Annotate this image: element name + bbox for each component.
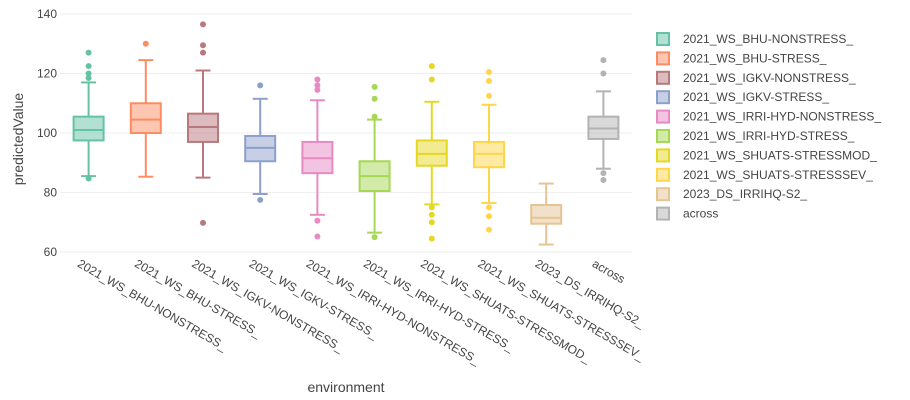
outlier-point [600,170,607,177]
outlier-point [600,70,607,77]
legend-label: across [683,207,718,221]
outlier-point [371,234,378,241]
outlier-point [486,69,492,76]
outlier-point [257,82,264,89]
legend-item: 2023_DS_IRRIHQ-S2_ [656,187,807,202]
y-axis-title: predictedValue [10,93,26,186]
y-tick-label: 60 [44,245,58,259]
outlier-point [314,82,321,89]
box-series [72,21,620,246]
box [72,115,105,142]
box-group [72,49,105,182]
box-group [530,182,563,246]
legend-item: 2021_WS_IRRI-HYD-STRESS_ [656,129,855,143]
y-tick-label: 120 [37,67,57,81]
legend-swatch [656,148,670,163]
outlier-point [142,40,149,47]
legend-label: 2021_WS_SHUATS-STRESSMOD_ [683,148,877,162]
legend: 2021_WS_BHU-NONSTRESS_ 2021_WS_BHU-STRESS… [656,32,881,221]
outlier-point [85,70,92,77]
legend-item: 2021_WS_IGKV-STRESS_ [656,90,829,105]
outlier-point [428,76,435,83]
outlier-point [85,49,92,56]
legend-label: 2023_DS_IRRIHQ-S2_ [683,187,807,201]
legend-item: 2021_WS_IGKV-NONSTRESS_ [656,70,856,85]
y-tick-label: 140 [37,7,57,21]
legend-swatch [656,51,670,66]
outlier-point [428,204,435,211]
outlier-point [314,217,321,224]
legend-label: 2021_WS_IGKV-STRESS_ [683,90,829,104]
outlier-point [85,74,92,81]
legend-item: 2021_WS_SHUATS-STRESSMOD_ [656,148,877,163]
y-tick-label: 100 [37,126,57,140]
outlier-point [314,86,321,93]
box-group [473,69,505,233]
box [530,203,563,225]
y-axis-ticks: 60 80 100 120 140 [37,7,57,259]
legend-label: 2021_WS_SHUATS-STRESSSEV_ [683,168,873,182]
outlier-point [428,235,435,242]
box [129,102,162,134]
outlier-point [428,211,435,218]
outlier-point [600,177,607,184]
legend-swatch [656,129,670,143]
legend-label: 2021_WS_IRRI-HYD-NONSTRESS_ [683,110,881,124]
outlier-point [428,63,435,70]
outlier-point [200,49,206,56]
x-axis-title: environment [307,379,384,395]
legend-item: 2021_WS_BHU-NONSTRESS_ [656,32,853,46]
y-tick-label: 80 [44,186,58,200]
outlier-point [428,219,435,226]
outlier-point [314,76,321,83]
outlier-point [371,113,378,120]
legend-swatch [656,206,670,221]
x-tick-label: across [590,256,628,286]
legend-item: across [656,206,718,221]
legend-swatch [656,167,670,182]
outlier-point [200,21,206,28]
box-group [587,57,620,184]
box-group [187,21,219,226]
box-group [129,40,162,178]
outlier-point [486,213,492,220]
outlier-point [371,95,378,102]
legend-swatch [656,90,670,105]
legend-swatch [656,70,670,85]
legend-swatch [656,187,670,202]
outlier-point [314,233,321,240]
legend-label: 2021_WS_BHU-STRESS_ [683,51,827,65]
box-group [301,76,334,240]
outlier-point [257,196,264,203]
outlier-point [85,175,92,182]
legend-label: 2021_WS_BHU-NONSTRESS_ [683,32,853,46]
outlier-point [600,57,607,64]
legend-item: 2021_WS_BHU-STRESS_ [656,51,827,66]
outlier-point [200,219,206,226]
legend-item: 2021_WS_SHUATS-STRESSSEV_ [656,167,873,182]
outlier-point [486,226,492,233]
legend-label: 2021_WS_IGKV-NONSTRESS_ [683,71,856,85]
outlier-point [486,204,492,211]
legend-swatch [656,32,670,46]
legend-swatch [656,109,670,124]
x-axis-ticks: 2021_WS_BHU-NONSTRESS_2021_WS_BHU-STRESS… [75,256,647,367]
box-group [244,82,277,203]
box-group [358,83,391,241]
outlier-point [486,77,492,84]
outlier-point [200,42,206,49]
outlier-point [486,92,492,99]
legend-label: 2021_WS_IRRI-HYD-STRESS_ [683,129,855,143]
legend-item: 2021_WS_IRRI-HYD-NONSTRESS_ [656,109,881,124]
outlier-point [85,63,92,70]
outlier-point [371,83,378,90]
box-group [415,63,448,242]
